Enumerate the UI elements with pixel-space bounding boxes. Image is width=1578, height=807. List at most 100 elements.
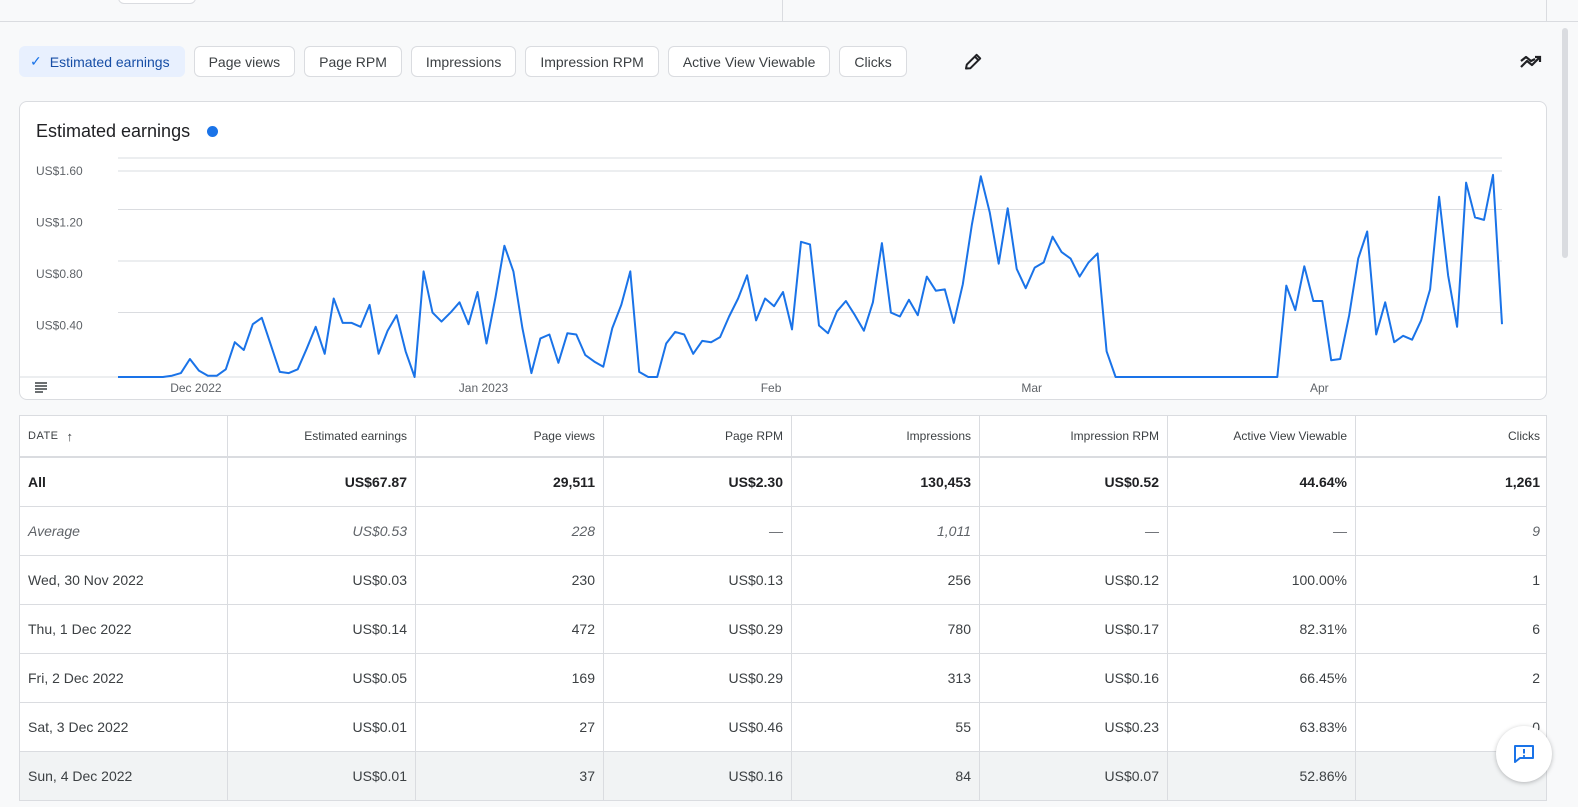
table-cell: 63.83% [1168, 703, 1356, 751]
table-cell: US$0.01 [228, 703, 416, 751]
table-cell: 44.64% [1168, 458, 1356, 506]
table-row[interactable]: Average US$0.53 228—1,011— —9 [20, 507, 1546, 556]
table-cell: 55 [792, 703, 980, 751]
earnings-line-chart: US$0.40 US$0.80 US$1.20 US$1.60 Dec 2022 Jan … [20, 157, 1546, 395]
table-cell: US$0.23 [980, 703, 1168, 751]
table-cell: 29,511 [416, 458, 604, 506]
table-cell: US$0.17 [980, 605, 1168, 653]
table-cell: 6 [1532, 621, 1540, 637]
table-cell: — [980, 507, 1168, 555]
chip-label: Estimated earnings [49, 53, 170, 70]
table-cell: US$0.16 [604, 752, 792, 800]
column-header[interactable]: Active View Viewable [1168, 416, 1356, 456]
table-cell: 228 [416, 507, 604, 555]
pencil-icon[interactable] [960, 50, 986, 74]
table-cell: 780 [792, 605, 980, 653]
table-cell: Thu, 1 Dec 2022 [20, 605, 228, 653]
table-cell: US$2.30 [604, 458, 792, 506]
table-cell: US$0.14 [228, 605, 416, 653]
chip-label: Impression RPM [540, 53, 644, 70]
table-row[interactable]: Wed, 30 Nov 2022 US$0.03 230 US$0.13 256 US$0… [20, 556, 1546, 605]
table-cell: — [1168, 507, 1356, 555]
feedback-icon [1514, 745, 1534, 763]
table-cell: 130,453 [792, 458, 980, 506]
top-toolbar-strip [0, 0, 1578, 22]
x-tick-label: Jan 2023 [459, 381, 509, 395]
chip-label: Page views [208, 53, 281, 70]
divider [1546, 0, 1547, 22]
table-cell: US$0.52 [980, 458, 1168, 506]
table-cell: 52.86% [1168, 752, 1356, 800]
table-cell: 37 [416, 752, 604, 800]
metric-chip-bar: ✓ Estimated earnings Page views Page RPM … [19, 46, 916, 77]
table-cell: US$0.29 [604, 654, 792, 702]
feedback-button[interactable] [1496, 726, 1552, 782]
column-header-label: Estimated earnings [304, 429, 407, 443]
table-cell: US$0.53 [228, 507, 416, 555]
table-row[interactable]: Fri, 2 Dec 2022 US$0.05 169 US$0.29 313 US$0.… [20, 654, 1546, 703]
x-tick-label: Mar [1021, 381, 1042, 395]
table-row[interactable]: All US$67.87 29,511 US$2.30 130,453 US$0.52 44… [20, 458, 1546, 507]
table-cell: US$0.01 [228, 752, 416, 800]
table-cell: All [20, 458, 228, 506]
scrollbar-thumb[interactable] [1562, 28, 1568, 258]
table-cell: 0 [1532, 719, 1540, 735]
chip-impressions[interactable]: Impressions [410, 46, 517, 77]
chart-title: Estimated earnings [36, 121, 191, 141]
chip-page-views[interactable]: Page views [193, 46, 296, 77]
x-tick-label: Dec 2022 [170, 381, 222, 395]
menu-icon[interactable] [34, 380, 48, 393]
table-cell: 1 [1532, 572, 1540, 588]
table-cell: 2 [1532, 670, 1540, 686]
table-cell: 313 [792, 654, 980, 702]
table-row[interactable]: Thu, 1 Dec 2022 US$0.14 472 US$0.29 780 US$0.… [20, 605, 1546, 654]
legend-dot [207, 126, 218, 137]
report-table: DATE ↑ Estimated earnings Page views Page RP… [19, 415, 1547, 801]
table-cell: 256 [792, 556, 980, 604]
table-cell: US$0.07 [980, 752, 1168, 800]
column-header-label: Impressions [906, 429, 971, 443]
chip-impression-rpm[interactable]: Impression RPM [525, 46, 659, 77]
table-cell: Wed, 30 Nov 2022 [20, 556, 228, 604]
column-header[interactable]: Clicks [1356, 416, 1548, 456]
chip-clicks[interactable]: Clicks [839, 46, 907, 77]
column-header[interactable]: DATE ↑ [20, 416, 228, 456]
table-cell: 66.45% [1168, 654, 1356, 702]
table-cell: 1,011 [792, 507, 980, 555]
column-header[interactable]: Impression RPM [980, 416, 1168, 456]
chip-active-view-viewable[interactable]: Active View Viewable [667, 46, 831, 77]
table-cell: 230 [416, 556, 604, 604]
chip-page-rpm[interactable]: Page RPM [304, 46, 402, 77]
column-header-label: Active View Viewable [1233, 429, 1347, 443]
table-cell: 27 [416, 703, 604, 751]
column-header-label: Impression RPM [1070, 429, 1159, 443]
table-row[interactable]: Sun, 4 Dec 2022 US$0.01 37 US$0.16 84 US$0.07… [20, 752, 1546, 801]
series-line [118, 173, 1503, 378]
table-row[interactable]: Sat, 3 Dec 2022 US$0.01 27 US$0.46 55 US$0.23… [20, 703, 1546, 752]
chip-label: Clicks [854, 53, 892, 70]
y-tick-label: US$0.40 [36, 319, 83, 333]
column-header[interactable]: Page RPM [604, 416, 792, 456]
table-cell: US$0.29 [604, 605, 792, 653]
trend-icon[interactable] [1517, 50, 1545, 74]
x-tick-label: Apr [1310, 381, 1329, 395]
chip-estimated-earnings[interactable]: ✓ Estimated earnings [19, 46, 185, 77]
chip-label: Active View Viewable [682, 53, 816, 70]
top-control-stub[interactable] [118, 0, 196, 4]
arrow-up-icon[interactable]: ↑ [66, 428, 74, 444]
column-header[interactable]: Estimated earnings [228, 416, 416, 456]
y-tick-label: US$0.80 [36, 267, 83, 281]
chart-card: Estimated earnings US$0.40 US$0.80 US$1.20… [19, 101, 1547, 400]
column-header[interactable]: Impressions [792, 416, 980, 456]
chip-label: Impressions [425, 53, 502, 70]
table-cell: 1,261 [1504, 474, 1540, 490]
column-header-label: Page views [533, 429, 595, 443]
table-cell: 169 [416, 654, 604, 702]
column-header[interactable]: Page views [416, 416, 604, 456]
table-cell: 82.31% [1168, 605, 1356, 653]
check-icon: ✓ [30, 53, 42, 69]
table-cell: US$0.46 [604, 703, 792, 751]
table-cell: 472 [416, 605, 604, 653]
table-cell: US$67.87 [228, 458, 416, 506]
table-header-row: DATE ↑ Estimated earnings Page views Page RP… [20, 416, 1546, 458]
